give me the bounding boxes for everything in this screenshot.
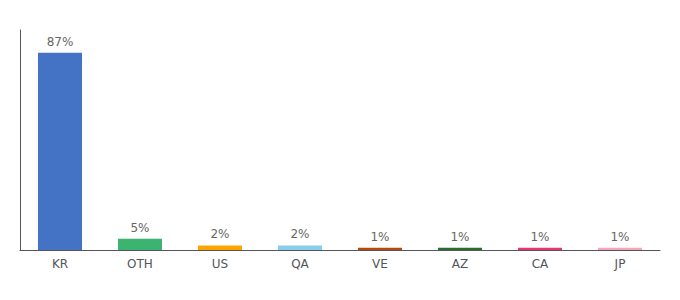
svg-text:87%: 87% — [47, 35, 74, 49]
svg-text:1%: 1% — [450, 230, 469, 244]
svg-text:1%: 1% — [370, 230, 389, 244]
svg-text:2%: 2% — [290, 227, 309, 241]
svg-text:AZ: AZ — [452, 257, 468, 271]
svg-text:KR: KR — [52, 257, 68, 271]
svg-text:US: US — [212, 257, 228, 271]
svg-text:5%: 5% — [130, 221, 149, 235]
svg-text:2%: 2% — [210, 227, 229, 241]
svg-text:JP: JP — [614, 257, 626, 271]
svg-text:CA: CA — [532, 257, 549, 271]
svg-text:1%: 1% — [610, 230, 629, 244]
svg-text:1%: 1% — [530, 230, 549, 244]
svg-text:QA: QA — [291, 257, 309, 271]
svg-text:OTH: OTH — [127, 257, 153, 271]
svg-text:VE: VE — [372, 257, 388, 271]
